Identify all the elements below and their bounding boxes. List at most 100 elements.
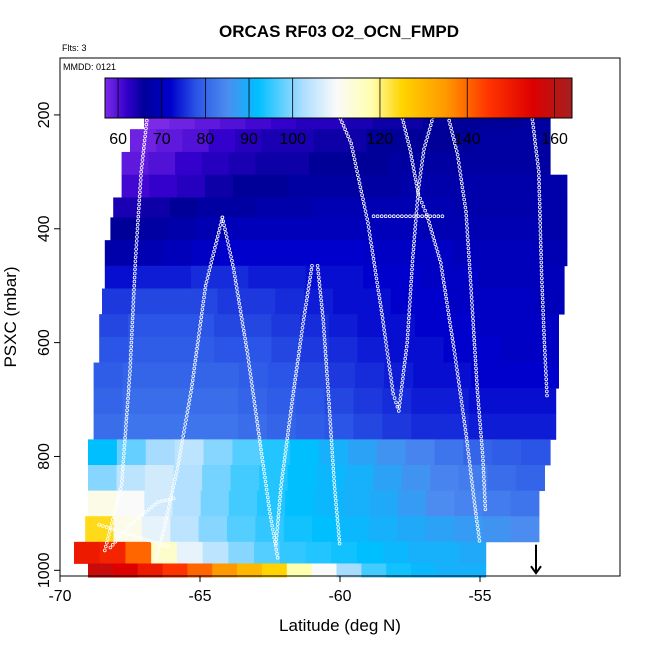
track-point-37: [125, 404, 130, 409]
track-point-856: [295, 365, 299, 370]
track-point-375: [421, 204, 426, 209]
track-point-488: [401, 372, 406, 377]
track-point-228: [388, 372, 393, 376]
track-point-13: [115, 498, 120, 503]
heatmap-cell-4-1: [141, 197, 171, 218]
track-point-559: [449, 126, 453, 130]
track-point-777: [245, 348, 249, 352]
track-point-535: [417, 183, 421, 187]
track-point-309: [538, 241, 543, 245]
track-point-392: [432, 214, 437, 219]
track-point-1013: [166, 544, 170, 549]
heatmap-cell-8-1: [130, 288, 161, 315]
track-point-473: [475, 519, 479, 524]
track-point-182: [359, 189, 364, 194]
track-point-501: [406, 320, 411, 325]
track-point-4: [107, 533, 111, 537]
heatmap-cell-15-11: [401, 465, 431, 492]
heatmap-cell-6-4: [220, 240, 250, 267]
heatmap-cell-12-12: [440, 388, 470, 415]
track-point-945: [329, 434, 334, 438]
track-point-676: [202, 295, 206, 300]
track-point-1005: [134, 534, 139, 539]
track-point-866: [289, 405, 294, 410]
track-point-874: [285, 436, 290, 441]
track-point-482: [398, 397, 403, 401]
track-point-73: [133, 259, 138, 264]
track-point-542: [421, 155, 425, 159]
heatmap-cell-1-15: [523, 129, 551, 153]
track-point-786: [250, 384, 254, 388]
track-point-340: [543, 365, 548, 369]
track-point-617: [473, 358, 478, 363]
track-point-400: [430, 231, 435, 235]
track-point-290: [536, 166, 541, 170]
track-point-54: [129, 336, 134, 341]
heatmap-cell-2-5: [255, 151, 283, 176]
track-point-332: [542, 332, 546, 337]
track-point-435: [455, 368, 459, 372]
track-point-879: [282, 455, 287, 460]
heatmap-cell-18-5: [202, 541, 229, 564]
track-point-207: [376, 288, 381, 293]
track-point-355: [403, 128, 408, 132]
heatmap-cell-9-15: [529, 314, 559, 338]
track-point-82: [135, 222, 140, 227]
track-point-645: [481, 470, 486, 475]
track-point-995: [97, 522, 101, 527]
track-point-363: [410, 158, 414, 163]
heatmap-cell-6-10: [393, 240, 424, 267]
track-point-479: [396, 409, 401, 413]
track-point-523: [412, 231, 417, 235]
track-point-538: [418, 171, 423, 175]
track-point-513: [409, 271, 414, 276]
heatmap-cell-2-10: [389, 151, 417, 176]
heatmap-cell-4-2: [169, 197, 199, 218]
track-point-983: [134, 517, 139, 522]
track-point-830: [310, 263, 314, 268]
heatmap-cell-4-15: [538, 197, 568, 218]
track-point-91: [138, 186, 142, 190]
track-point-385: [404, 214, 408, 219]
heatmap-cell-5-5: [253, 217, 283, 241]
track-point-431: [452, 352, 457, 356]
track-point-836: [306, 287, 311, 291]
track-point-845: [301, 321, 305, 326]
track-point-958: [332, 486, 337, 491]
track-point-728: [167, 501, 172, 505]
heatmap: [74, 103, 568, 578]
track-point-412: [441, 276, 446, 281]
track-point-767: [238, 309, 243, 314]
track-point-192: [367, 229, 372, 233]
heatmap-cell-8-12: [448, 288, 478, 315]
heatmap-cell-5-11: [424, 217, 454, 241]
track-point-344: [544, 381, 549, 386]
track-point-338: [543, 357, 547, 361]
heatmap-cell-7-10: [391, 265, 422, 289]
track-point-1008: [146, 538, 150, 542]
track-point-384: [400, 214, 404, 219]
track-point-761: [235, 286, 239, 290]
track-point-7: [109, 521, 114, 526]
track-point-774: [243, 336, 247, 341]
heatmap-cell-15-12: [430, 465, 460, 492]
track-point-20: [120, 471, 125, 475]
track-point-279: [531, 121, 535, 126]
heatmap-cell-5-1: [138, 217, 169, 241]
track-point-373: [418, 196, 422, 201]
track-point-1006: [138, 535, 143, 540]
heatmap-cell-9-13: [472, 314, 502, 338]
track-point-174: [352, 157, 357, 162]
track-point-899: [274, 533, 279, 538]
track-point-743: [220, 215, 225, 220]
track-point-877: [283, 448, 288, 452]
heatmap-cell-3-4: [232, 174, 262, 198]
heatmap-cell-17-15: [510, 516, 540, 543]
track-point-650: [482, 491, 487, 495]
track-point-959: [333, 490, 337, 495]
track-point-425: [449, 328, 453, 333]
track-point-733: [163, 520, 168, 525]
track-point-64: [131, 296, 136, 300]
track-point-524: [413, 227, 417, 231]
track-point-449: [463, 423, 467, 428]
